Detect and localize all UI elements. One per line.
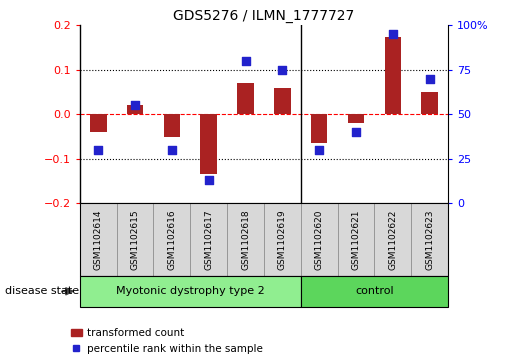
Point xyxy=(352,129,360,135)
Bar xyxy=(421,92,438,114)
Bar xyxy=(116,203,153,276)
Bar xyxy=(301,276,448,307)
Text: control: control xyxy=(355,286,394,296)
Bar xyxy=(127,105,143,114)
Text: Myotonic dystrophy type 2: Myotonic dystrophy type 2 xyxy=(116,286,265,296)
Point xyxy=(242,58,250,64)
Point xyxy=(425,76,434,82)
Bar xyxy=(348,114,364,123)
Point xyxy=(389,31,397,37)
Bar xyxy=(374,203,411,276)
Title: GDS5276 / ILMN_1777727: GDS5276 / ILMN_1777727 xyxy=(174,9,354,23)
Text: GSM1102616: GSM1102616 xyxy=(167,209,176,270)
Bar xyxy=(80,203,117,276)
Bar xyxy=(264,203,301,276)
Legend: transformed count, percentile rank within the sample: transformed count, percentile rank withi… xyxy=(67,324,267,358)
Bar xyxy=(274,87,290,114)
Bar xyxy=(237,83,254,114)
Bar xyxy=(153,203,191,276)
Bar xyxy=(301,203,338,276)
Bar xyxy=(411,203,448,276)
Text: GSM1102615: GSM1102615 xyxy=(131,209,140,270)
Text: GSM1102617: GSM1102617 xyxy=(204,209,213,270)
Bar xyxy=(311,114,328,143)
Point xyxy=(315,147,323,153)
Bar xyxy=(385,37,401,114)
Bar xyxy=(200,114,217,174)
Text: GSM1102620: GSM1102620 xyxy=(315,209,323,270)
Text: disease state: disease state xyxy=(5,286,79,296)
Bar xyxy=(80,276,301,307)
Bar xyxy=(338,203,374,276)
Point xyxy=(278,67,286,73)
Point xyxy=(94,147,102,153)
Text: GSM1102618: GSM1102618 xyxy=(241,209,250,270)
Point xyxy=(168,147,176,153)
Bar xyxy=(191,203,227,276)
Text: GSM1102623: GSM1102623 xyxy=(425,209,434,270)
Bar xyxy=(227,203,264,276)
Point xyxy=(131,102,139,108)
Text: GSM1102622: GSM1102622 xyxy=(388,209,397,270)
Text: GSM1102614: GSM1102614 xyxy=(94,209,102,270)
Point xyxy=(204,177,213,183)
Text: GSM1102621: GSM1102621 xyxy=(352,209,360,270)
Text: GSM1102619: GSM1102619 xyxy=(278,209,287,270)
Bar xyxy=(90,114,107,132)
Bar xyxy=(164,114,180,136)
